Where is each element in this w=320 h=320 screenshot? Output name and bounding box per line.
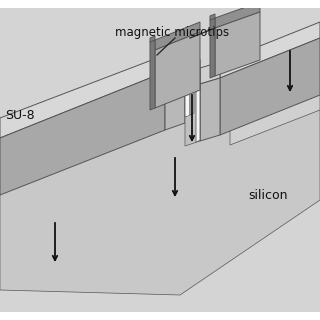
Polygon shape <box>210 18 215 78</box>
Polygon shape <box>0 0 320 8</box>
Polygon shape <box>0 312 320 320</box>
Polygon shape <box>0 72 165 195</box>
Polygon shape <box>215 2 260 28</box>
Polygon shape <box>200 62 220 84</box>
Polygon shape <box>230 60 320 145</box>
Text: silicon: silicon <box>248 188 287 202</box>
Polygon shape <box>0 95 320 295</box>
Polygon shape <box>220 38 320 135</box>
Polygon shape <box>185 60 200 146</box>
Polygon shape <box>196 59 200 142</box>
Polygon shape <box>165 65 185 130</box>
Polygon shape <box>210 14 215 20</box>
Polygon shape <box>0 55 165 138</box>
Polygon shape <box>220 22 320 78</box>
Polygon shape <box>200 78 220 141</box>
Polygon shape <box>197 60 199 141</box>
Text: SU-8: SU-8 <box>5 108 35 122</box>
Polygon shape <box>155 32 200 108</box>
Polygon shape <box>155 22 200 50</box>
Polygon shape <box>185 63 190 117</box>
Polygon shape <box>165 48 185 72</box>
Polygon shape <box>186 64 189 116</box>
Polygon shape <box>150 36 155 42</box>
Text: magnetic microtips: magnetic microtips <box>115 26 229 38</box>
Polygon shape <box>190 61 194 115</box>
Polygon shape <box>150 40 155 110</box>
Polygon shape <box>215 12 260 76</box>
